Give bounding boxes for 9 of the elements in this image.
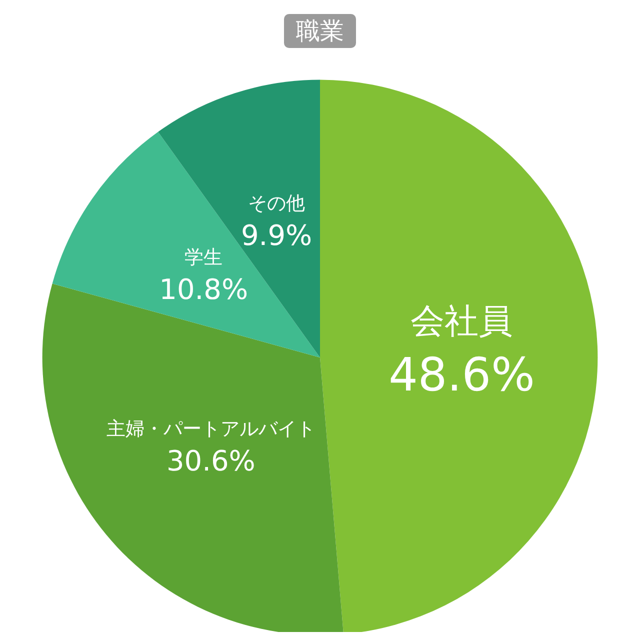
slice-label: その他: [248, 192, 306, 214]
slice-label: 主婦・パートアルバイト: [106, 418, 316, 440]
data-label: 10.8%: [159, 272, 248, 306]
slice-label: 会社員: [410, 301, 513, 342]
data-label: 30.6%: [166, 444, 256, 478]
data-label: 9.9%: [240, 218, 312, 252]
slice-label: 学生: [184, 246, 223, 268]
data-label: 48.6%: [388, 347, 535, 402]
chart-title: 職業: [296, 17, 344, 45]
